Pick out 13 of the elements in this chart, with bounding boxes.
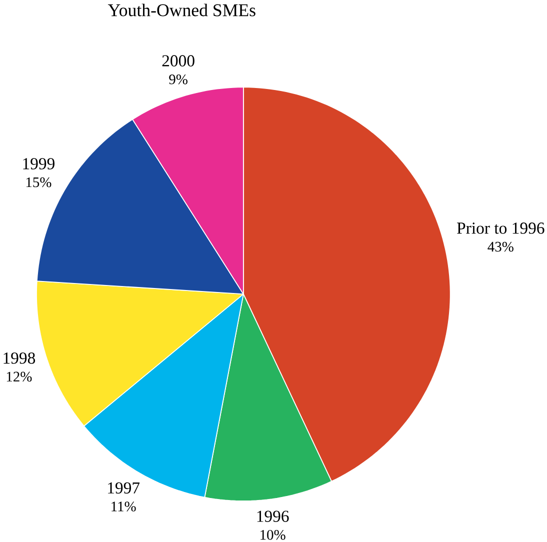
slice-label: 2000 bbox=[162, 55, 194, 66]
data-label: 11% bbox=[112, 502, 136, 512]
data-label: 12% bbox=[6, 372, 32, 382]
slice-label: 1998 bbox=[4, 352, 36, 364]
slice-label: 1996 bbox=[257, 510, 289, 522]
slice-label: 1999 bbox=[23, 158, 54, 170]
data-label: 10% bbox=[260, 530, 286, 540]
chart-title: Youth-Owned SMEs bbox=[108, 4, 256, 16]
data-label: 43% bbox=[488, 242, 514, 252]
slice-label: Prior to 1996 bbox=[457, 222, 544, 234]
data-label: 9% bbox=[169, 74, 188, 84]
slice-label: 1997 bbox=[108, 482, 140, 494]
data-label: 15% bbox=[26, 177, 52, 188]
